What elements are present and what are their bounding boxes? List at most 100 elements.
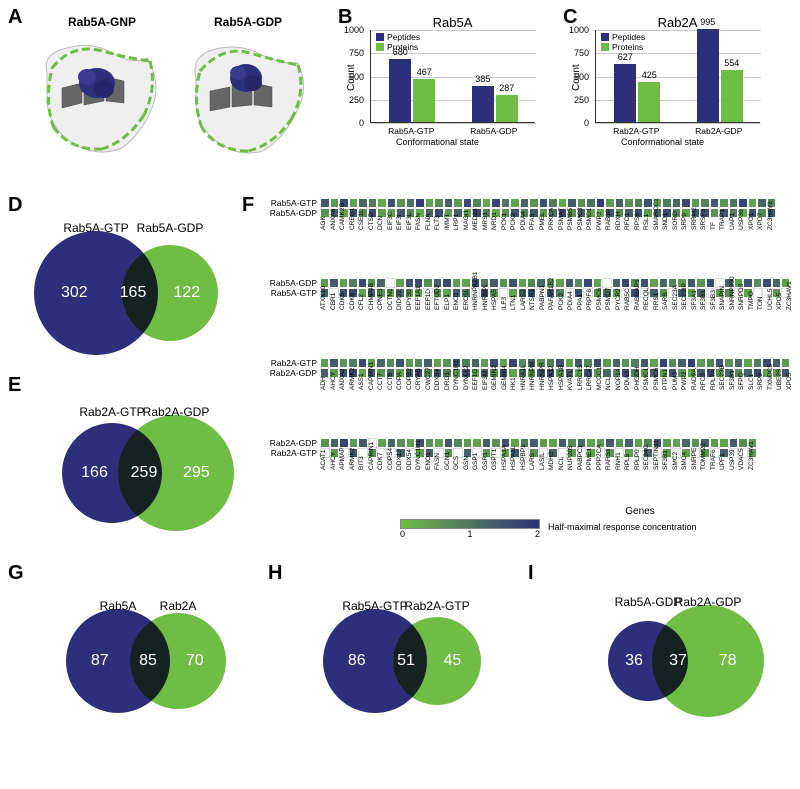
heatmap-cell [330,438,340,448]
y-tick: 1000 [565,25,589,35]
heatmap-cell [348,358,357,368]
venn-right-title: Rab5A-GDP [137,221,204,235]
heatmap-cell [734,358,743,368]
heatmap-cell [602,358,611,368]
heatmap-row-label: Rab2A-GDP [257,438,317,448]
structure-left-title: Rab5A-GNP [32,15,172,29]
colorbar-tick: 2 [535,529,540,539]
figure-root: A Rab5A-GNP [10,10,790,736]
heatmap-cell [681,198,691,208]
heatmap-cell [425,198,435,208]
heatmap-gene-labels: ACAT1AHCYAPMAPARMK2BIT3CAPRIN1CDK7COPS4D… [320,458,790,496]
panel-C: C Rab2A 62742599555402505007501000CountR… [565,10,790,190]
heatmap-cell [395,358,404,368]
heatmap-cell [501,198,511,208]
heatmap-cell [491,198,501,208]
heatmap-cell [425,438,435,448]
venn-left-count: 36 [625,652,643,670]
heatmap-block: Rab5A-GTPRab5A-GDPAGKANXA6CAMK2GCREG1CSE… [320,198,790,256]
heatmap-cell [414,358,423,368]
heatmap-cell [668,358,677,368]
gridline [596,30,761,31]
legend: PeptidesProteins [601,32,645,52]
heatmap-cell [574,278,583,288]
heatmap-block: Rab2A-GTPRab2A-GDPADHAHCYANXA2ARMK2ASS1C… [320,358,790,416]
venn-left-count: 86 [348,652,366,670]
heatmap-cell [480,358,489,368]
heatmap-cell [729,438,739,448]
venn-right-count: 295 [183,464,210,482]
legend-swatch-icon [376,33,384,41]
heatmap-cell [643,198,653,208]
venn-mid-count: 165 [120,284,147,302]
row-2: D 302165122Rab5A-GTPRab5A-GDP E 16625929… [10,198,790,558]
protein-render-left [32,33,172,163]
panel-F: F Rab5A-GTPRab5A-GDPAGKANXA6CAMK2GCREG1C… [260,198,790,558]
heatmap-cell [406,198,416,208]
heatmap-cell [320,358,329,368]
heatmap-cell [762,278,771,288]
x-category-label: Rab5A-GTP [388,126,434,136]
heatmap-cell [743,358,752,368]
bar-value-label: 554 [724,58,739,68]
heatmap-cell [621,358,630,368]
heatmap-cell [520,198,530,208]
heatmap-cell [696,278,705,288]
heatmap-block: Rab2A-GDPRab2A-GTPACAT1AHCYAPMAPARMK2BIT… [320,438,790,496]
y-tick: 0 [340,118,364,128]
venn-mid-count: 85 [139,652,157,670]
heatmap-cell [453,198,463,208]
heatmap-row-label: Rab2A-GDP [257,368,317,378]
heatmap-cell [602,278,611,288]
gridline [596,123,761,124]
legend-item: Peptides [601,32,645,42]
panel-label-E: E [8,374,21,397]
bar [413,79,435,122]
heatmap-cell [358,358,367,368]
heatmap-cell [539,198,549,208]
heatmap-cell [348,278,357,288]
heatmap-row [320,438,790,448]
gene-label: ZC3HAV1 [748,461,780,471]
heatmap-cell [527,278,536,288]
heatmap-cell [349,198,359,208]
panel-label-H: H [268,562,282,585]
y-tick: 750 [565,48,589,58]
x-category-label: Rab5A-GDP [470,126,517,136]
y-tick: 250 [565,95,589,105]
venn-right-count: 122 [173,284,200,302]
heatmap-cell [677,358,686,368]
venn-right-title: Rab2A-GTP [404,599,469,613]
heatmap-cell [405,278,414,288]
heatmap-cell [738,438,748,448]
heatmap-cell [508,358,517,368]
structure-left: Rab5A-GNP [32,15,172,163]
venn-column: D 302165122Rab5A-GTPRab5A-GDP E 16625929… [10,198,260,558]
heatmap-cell [640,278,649,288]
heatmap-cell [624,438,634,448]
heatmap-cell [376,278,385,288]
heatmap-cell [687,358,696,368]
heatmap-cell [659,278,668,288]
panel-label-A: A [8,6,22,29]
heatmap-cell [710,198,720,208]
venn-left-title: Rab5A-GTP [342,599,407,613]
heatmap-cell [329,278,338,288]
legend-swatch-icon [376,43,384,51]
venn-right-count: 45 [443,652,461,670]
bar-value-label: 287 [499,83,514,93]
y-tick: 750 [340,48,364,58]
venn-mid-count: 37 [669,652,687,670]
heatmap-cell [596,198,606,208]
heatmap-cell [634,438,644,448]
colorbar-tick: 0 [400,529,405,539]
heatmap-cell [605,198,615,208]
heatmap-cell [710,438,720,448]
venn-mid-count: 51 [397,652,415,670]
bar [389,59,411,122]
heatmap-cell [320,198,330,208]
heatmap-cell [377,438,387,448]
bar [614,64,636,122]
bar [721,70,743,122]
venn-right-count: 78 [719,652,737,670]
